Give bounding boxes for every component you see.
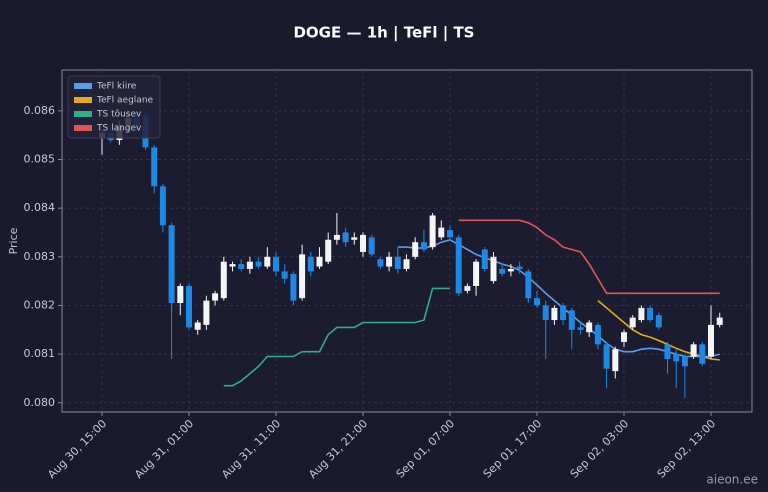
candle-body	[333, 234, 340, 240]
y-tick-label: 0.086	[24, 104, 56, 117]
y-tick-label: 0.084	[24, 201, 56, 214]
candle-body	[281, 271, 288, 279]
legend-label: TS tõusev	[96, 110, 142, 120]
y-axis-label: Price	[7, 227, 20, 254]
candle-body	[316, 256, 323, 267]
candle-body	[203, 300, 210, 325]
y-tick-label: 0.080	[24, 396, 56, 409]
candle-body	[360, 234, 366, 252]
candle-body	[307, 256, 314, 272]
legend-swatch	[74, 97, 92, 103]
candle-body	[220, 261, 227, 299]
candle-body	[699, 344, 706, 364]
candle-body	[525, 271, 532, 299]
candle-body	[464, 286, 471, 291]
candle-body	[629, 317, 636, 328]
candle-body	[455, 237, 462, 294]
candle-body	[621, 332, 627, 342]
candle-body	[568, 310, 575, 330]
y-tick-label: 0.085	[24, 153, 56, 166]
candle-body	[229, 264, 236, 267]
candle-body	[551, 307, 558, 321]
candle-body	[403, 259, 410, 269]
candle-body	[681, 356, 688, 367]
candle-body	[342, 232, 349, 243]
candle-body	[273, 256, 279, 272]
candle-body	[507, 268, 514, 272]
candle-body	[386, 256, 393, 267]
candle-body	[394, 256, 401, 269]
candle-body	[447, 230, 453, 238]
candle-body	[673, 354, 680, 362]
line-series	[223, 287, 450, 387]
candle-body	[560, 305, 567, 321]
watermark: aieon.ee	[706, 473, 758, 487]
candle-body	[638, 307, 645, 321]
candle-body	[612, 349, 619, 372]
legend-box	[67, 75, 161, 139]
candle-body	[690, 344, 697, 357]
candle-body	[429, 215, 436, 248]
legend-label: TeFl kiire	[96, 82, 137, 92]
candle-body	[490, 256, 497, 282]
candle-body	[438, 227, 445, 238]
candle-body	[420, 242, 427, 250]
candle-body	[212, 293, 219, 301]
candle-body	[586, 322, 593, 333]
candle-body	[716, 317, 723, 325]
candle-body	[351, 237, 358, 240]
candle-body	[177, 286, 184, 304]
legend-swatch	[74, 111, 92, 117]
candle-body	[534, 298, 540, 306]
candle-body	[577, 327, 584, 330]
candle-body	[594, 324, 601, 345]
candle-body	[603, 344, 610, 369]
candle-body	[664, 344, 671, 359]
candle-body	[647, 307, 654, 321]
candle-body	[255, 261, 262, 267]
candle-body	[325, 239, 332, 262]
y-tick-label: 0.081	[24, 347, 56, 360]
candle-body	[655, 315, 662, 328]
candle-body	[542, 305, 549, 321]
candle-body	[473, 261, 480, 286]
legend: TeFl kiire TeFl aeglane TS tõusev TS langev	[67, 75, 161, 139]
y-tick-label: 0.083	[24, 250, 56, 263]
candle-body	[481, 249, 488, 269]
legend-label: TS langev	[96, 124, 142, 134]
candle-body	[377, 259, 384, 267]
candle-body	[290, 273, 297, 301]
candle-body	[516, 266, 523, 269]
legend-swatch	[74, 83, 92, 89]
candle-body	[186, 286, 192, 328]
chart-title: DOGE — 1h | TeFl | TS	[293, 24, 474, 43]
candles	[99, 110, 723, 398]
candle-body	[299, 254, 306, 299]
legend-label: TeFl aeglane	[96, 96, 154, 106]
candle-body	[264, 256, 271, 267]
y-tick-label: 0.082	[24, 298, 56, 311]
candle-body	[168, 225, 175, 304]
candle-body	[246, 261, 253, 269]
candle-body	[194, 322, 201, 330]
candle-body	[412, 242, 419, 257]
line-series	[458, 219, 720, 295]
legend-swatch	[74, 125, 92, 131]
plot-area	[61, 69, 753, 413]
candle-body	[499, 268, 506, 274]
candle-body	[368, 237, 375, 255]
candle-body	[151, 147, 158, 187]
candle-body	[238, 264, 245, 269]
candle-body	[708, 324, 714, 357]
candle-body	[159, 186, 166, 226]
